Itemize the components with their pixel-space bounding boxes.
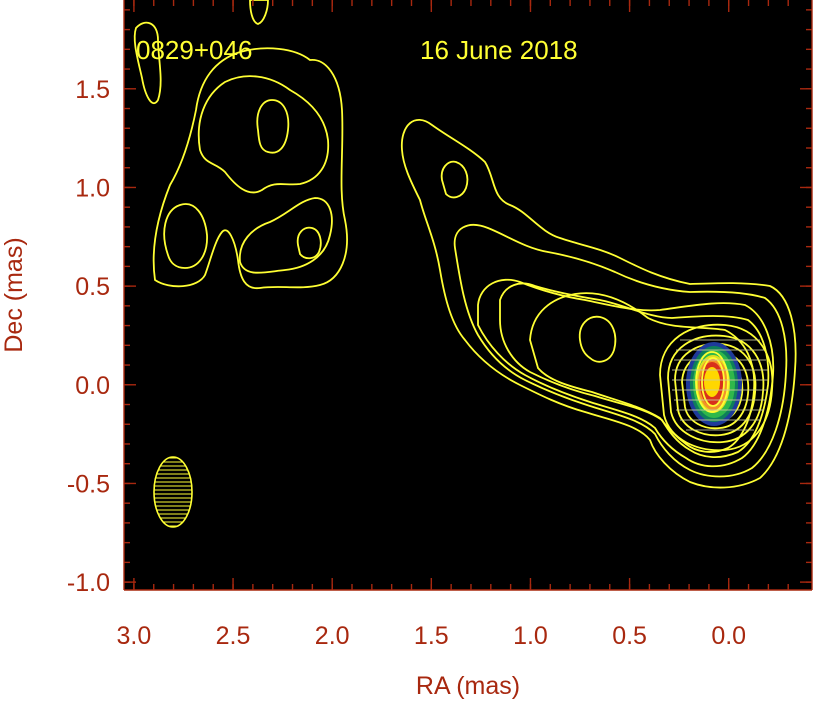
contour: [674, 342, 757, 437]
contour: [667, 334, 765, 444]
contour: [578, 315, 617, 363]
core-intensity-image: [686, 342, 742, 426]
x-tick-label: 1.5: [414, 622, 449, 650]
contour: [256, 99, 290, 154]
contour: [152, 47, 348, 290]
contour: [197, 75, 330, 194]
y-tick-label: 0.0: [75, 372, 110, 400]
contour: [695, 351, 729, 413]
x-tick-label: 2.0: [315, 622, 350, 650]
y-tick-label: 0.5: [75, 273, 110, 301]
x-tick-label: 1.0: [513, 622, 548, 650]
contour: [701, 357, 725, 407]
y-tick-label: 1.0: [75, 174, 110, 202]
contour: [163, 203, 208, 269]
contour: [401, 119, 797, 489]
date-label: 16 June 2018: [420, 35, 578, 65]
source-label: 0829+046: [136, 35, 252, 65]
intensity-level: [704, 367, 720, 397]
y-tick-label: -1.0: [67, 569, 110, 597]
contour: [249, 0, 269, 25]
contour: [239, 197, 333, 274]
plot-background: [124, 0, 812, 590]
x-tick-label: 2.5: [216, 622, 251, 650]
contour: [499, 282, 770, 458]
contour: [296, 226, 322, 260]
axis-ticks: [123, 0, 813, 591]
beam-ellipse: [153, 456, 193, 528]
plot-area: 0829+046 16 June 2018: [133, 0, 797, 528]
x-tick-labels: 3.0 2.5 2.0 1.5 1.0 0.5 0.0: [117, 622, 747, 650]
contour: [440, 160, 469, 199]
x-axis-label: RA (mas): [416, 672, 520, 700]
contour: [453, 224, 788, 478]
y-tick-label: 1.5: [75, 76, 110, 104]
contours: [133, 0, 797, 489]
y-tick-label: -0.5: [67, 470, 110, 498]
contour: [659, 323, 774, 452]
y-axis-label: Dec (mas): [0, 237, 28, 352]
x-tick-label: 0.0: [711, 622, 746, 650]
polarization-ticks: [672, 339, 768, 431]
contour: [133, 21, 162, 105]
y-tick-labels: 1.5 1.0 0.5 0.0 -0.5 -1.0: [67, 76, 110, 597]
x-tick-label: 3.0: [117, 622, 152, 650]
x-tick-label: 0.5: [612, 622, 647, 650]
